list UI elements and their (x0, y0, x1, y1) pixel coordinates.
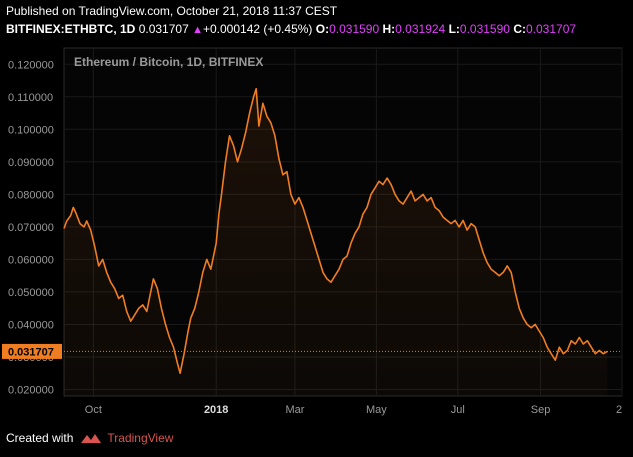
y-tick-label: 0.080000 (8, 189, 54, 201)
price-area (64, 88, 608, 396)
x-tick-label: Mar (285, 404, 304, 416)
published-caption: Published on TradingView.com, October 21… (6, 4, 338, 18)
price-line (63, 87, 608, 374)
y-tick-label: 0.110000 (8, 92, 53, 104)
tradingview-brand[interactable]: TradingView (107, 431, 174, 445)
high-label: H: (382, 22, 396, 36)
y-tick-label: 0.090000 (8, 157, 54, 169)
x-axis: Oct 2018 Mar May Jul Sep 2 (85, 404, 622, 416)
x-tick-label: May (366, 404, 387, 416)
y-tick-label: 0.040000 (8, 319, 54, 331)
x-tick-label: 2018 (204, 404, 228, 416)
y-tick-label: 0.050000 (8, 287, 54, 299)
quote-bar: BITFINEX:ETHBTC, 1D 0.031707 ▲+0.000142 … (6, 22, 576, 36)
chart-title: Ethereum / Bitcoin, 1D, BITFINEX (74, 55, 263, 69)
price-chart[interactable]: 0.0200000.0300000.0400000.0500000.060000… (0, 0, 633, 425)
x-tick-label: Oct (85, 404, 102, 416)
low-value: 0.031590 (459, 22, 510, 36)
x-tick-label: Jul (451, 404, 465, 416)
x-tick-label: 2 (616, 404, 622, 416)
tradingview-cloud-icon (81, 434, 102, 443)
last-price-tag: 0.031707 (2, 343, 62, 359)
close-value: 0.031707 (525, 22, 577, 36)
y-tick-label: 0.120000 (8, 59, 54, 71)
y-tick-label: 0.020000 (8, 384, 54, 396)
x-tick-label: Sep (531, 404, 551, 416)
low-label: L: (448, 22, 460, 36)
symbol-label: BITFINEX:ETHBTC, 1D (6, 22, 136, 36)
footer: Created with TradingView (6, 431, 173, 445)
close-label: C: (513, 22, 526, 36)
up-triangle-icon: ▲ (192, 24, 203, 36)
created-with-label: Created with (6, 431, 74, 445)
open-value: 0.031590 (329, 22, 380, 36)
open-label: O: (315, 22, 330, 36)
high-value: 0.031924 (395, 22, 446, 36)
y-axis: 0.0200000.0300000.0400000.0500000.060000… (8, 59, 54, 396)
last-price-tag-label: 0.031707 (8, 346, 54, 358)
price-change: +0.000142 (+0.45%) (202, 22, 313, 36)
y-tick-label: 0.060000 (8, 254, 54, 266)
tradingview-logo[interactable]: TradingView (79, 431, 173, 445)
y-tick-label: 0.070000 (8, 222, 54, 234)
y-tick-label: 0.100000 (8, 124, 54, 136)
last-price: 0.031707 (138, 22, 189, 36)
